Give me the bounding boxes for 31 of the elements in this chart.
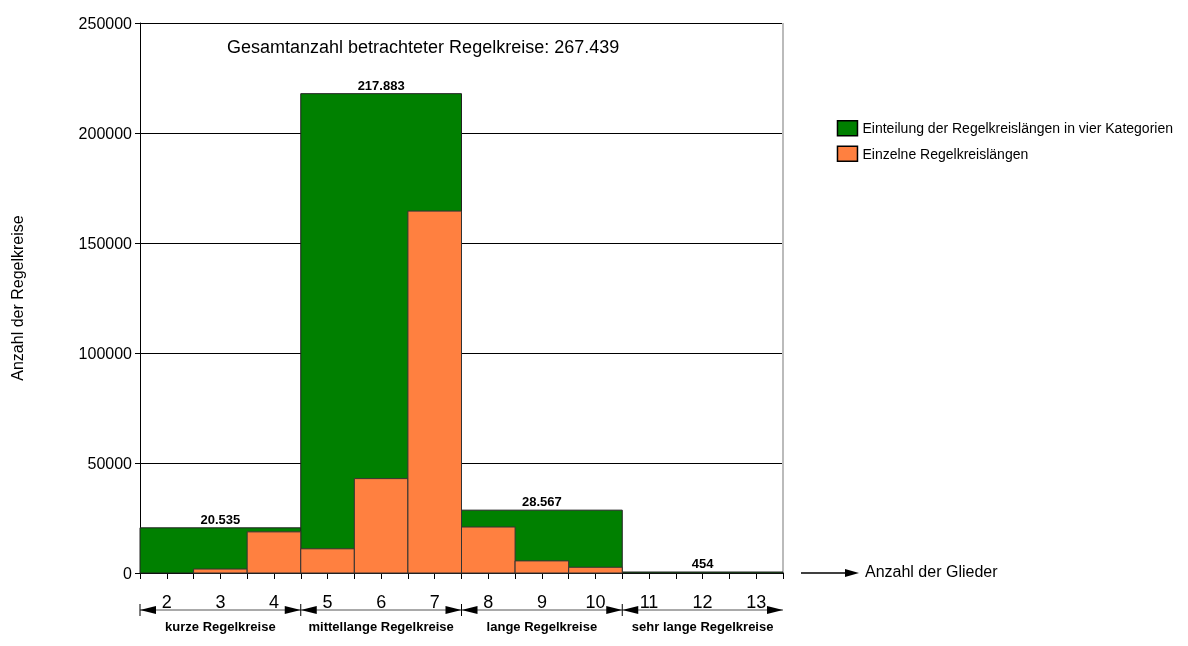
y-tick-label: 0 [123, 564, 133, 582]
text: sehr lange Regelkreise [631, 618, 774, 634]
y-tick-label: 250000 [78, 14, 133, 32]
x-tick-label: 4 [268, 592, 279, 612]
legend-label: Einzelne Regelkreislängen [862, 145, 1029, 162]
x-tick-label: 11 [639, 592, 659, 612]
x-tick-label: 6 [376, 592, 387, 612]
y-tick-label: 50000 [87, 454, 133, 472]
x-tick-label: 13 [746, 592, 767, 612]
text: lange Regelkreise [486, 618, 598, 634]
y-tick-label: 150000 [78, 234, 133, 252]
y-tick-label: 200000 [78, 124, 133, 142]
x-tick-label: 7 [429, 592, 440, 612]
y-tick-label: 100000 [78, 344, 133, 362]
x-tick-label: 3 [215, 592, 226, 612]
legend-label: Einteilung der Regelkreislängen in vier Kategorien [862, 120, 1174, 137]
x-tick-label: 10 [585, 592, 606, 612]
x-tick-label: 8 [483, 592, 494, 612]
y-axis-title: Anzahl der Regelkreise [8, 215, 26, 381]
x-tick-label: 12 [692, 592, 713, 612]
text: Anzahl der Glieder [865, 562, 999, 580]
data-label: 28.567 [521, 494, 562, 510]
data-label: 217.883 [357, 77, 405, 93]
text: mittellange Regelkreise [308, 618, 454, 634]
x-tick-label: 9 [536, 592, 547, 612]
data-label: 454 [691, 556, 715, 571]
x-tick-label: 5 [322, 592, 333, 612]
text: Gesamtanzahl betrachteter Regelkreise: 267.439 [227, 37, 620, 57]
text: kurze Regelkreise [165, 618, 276, 634]
x-tick-label: 2 [161, 592, 172, 612]
data-label: 20.535 [200, 511, 241, 527]
